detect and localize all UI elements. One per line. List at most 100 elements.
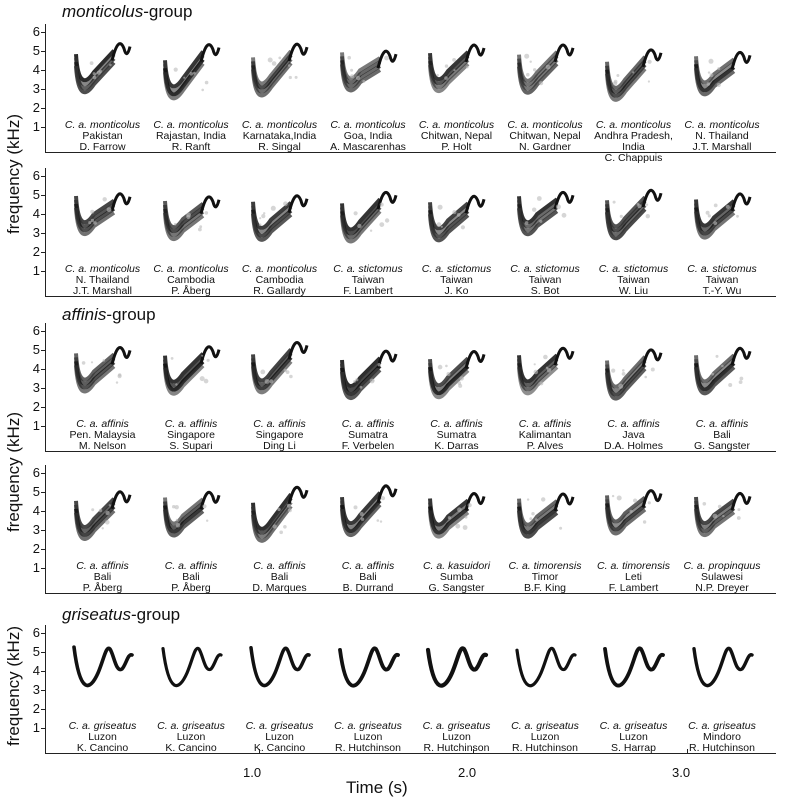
- recordist: G. Sangster: [428, 582, 485, 594]
- sonogram-harmonic: [516, 365, 558, 396]
- sonogram-noise: [647, 501, 651, 505]
- location: Taiwan: [705, 274, 739, 286]
- sonogram-trace: [162, 195, 220, 241]
- recordist: S. Supari: [169, 440, 213, 452]
- sonogram-harmonic: [605, 367, 647, 401]
- sonogram-noise: [105, 520, 110, 525]
- species-name: C. a. monticolus: [507, 119, 583, 131]
- sonogram-trace: [339, 49, 397, 93]
- y-tick-label: 6: [32, 323, 40, 338]
- sonogram-noise: [445, 364, 448, 368]
- recordist: F. Verbelen: [341, 440, 395, 452]
- sonogram-noise: [287, 64, 291, 67]
- sonogram-noise: [528, 517, 532, 521]
- sonogram-noise: [436, 73, 439, 77]
- location: Pakistan: [82, 130, 123, 142]
- species-name: C. a. griseatus: [245, 720, 314, 732]
- y-tick-label: 6: [32, 625, 40, 640]
- species-name: C. a. stictomus: [333, 263, 403, 275]
- sonogram-noise: [706, 82, 710, 86]
- sonogram-noise: [437, 364, 443, 370]
- sonogram-noise: [611, 494, 615, 498]
- species-name: C. a. monticolus: [241, 119, 318, 131]
- recordist: C. Chappuis: [604, 152, 663, 164]
- sonogram-noise: [532, 68, 536, 72]
- y-tick: [41, 549, 45, 550]
- location: Cambodia: [255, 274, 304, 286]
- recordist: F. Lambert: [608, 582, 659, 594]
- sonogram-hook: [553, 346, 574, 366]
- sonogram-hook: [376, 190, 397, 210]
- sonogram-noise: [736, 516, 741, 520]
- sonogram-noise: [170, 357, 173, 360]
- sonogram-caption: C. a. griseatus Luzon R. Hutchinson: [409, 721, 504, 754]
- sonogram-stroke: [691, 646, 754, 688]
- sonogram-noise: [353, 505, 357, 510]
- y-tick: [41, 176, 45, 177]
- sonogram-noise: [106, 207, 112, 212]
- sonogram-noise: [379, 202, 384, 207]
- sonogram-noise: [632, 71, 635, 74]
- recordist: P. Åberg: [171, 582, 211, 594]
- location: Rajastan, India: [155, 130, 227, 142]
- recordist: J.T. Marshall: [692, 141, 752, 153]
- sonogram-harmonic: [605, 67, 647, 102]
- sonogram-noise: [286, 503, 291, 508]
- sonogram-noise: [269, 379, 274, 384]
- group-title-affinis: affinis-group: [62, 305, 156, 324]
- sonogram-band: [74, 346, 132, 394]
- species-name: C. a. griseatus: [688, 720, 756, 732]
- sonogram-noise: [384, 218, 389, 223]
- sonogram-band: [251, 194, 309, 242]
- sonogram-trace: [605, 348, 663, 401]
- sonogram-noise: [736, 508, 740, 512]
- sonogram-caption: C. a. affinis Singapore S. Supari: [144, 419, 239, 452]
- sonogram-trace: [516, 190, 574, 237]
- location: Chitwan, Nepal: [509, 130, 581, 142]
- y-tick: [41, 70, 45, 71]
- sonogram-noise: [446, 372, 451, 376]
- species-name: C. a. affinis: [164, 560, 218, 572]
- sonogram-noise: [452, 58, 456, 62]
- species-name: C. a. monticolus: [153, 119, 229, 131]
- sonogram-noise: [533, 363, 536, 366]
- location: Luzon: [176, 731, 206, 743]
- sonogram-band: [162, 490, 220, 538]
- sonogram-band: [162, 195, 220, 241]
- sonogram-noise: [352, 380, 356, 383]
- sonogram-trace: [162, 490, 220, 538]
- recordist: M. Nelson: [78, 440, 127, 452]
- sonogram-band: [428, 43, 486, 94]
- sonogram-stroke: [603, 646, 665, 688]
- y-tick: [41, 511, 45, 512]
- sonogram-hook: [730, 346, 751, 366]
- sonogram-caption: C. a. griseatus Mindoro R. Hutchinson: [675, 721, 770, 754]
- sonogram-hook: [641, 348, 663, 368]
- sonogram-noise: [376, 363, 381, 367]
- sonogram-hook: [199, 345, 220, 365]
- sonogram-band: [251, 485, 309, 543]
- sonogram-trace: [605, 48, 663, 102]
- sonogram-band: [516, 43, 574, 95]
- sonogram-caption: C. a. monticolus Chitwan, Nepal N. Gardner: [498, 120, 593, 153]
- sonogram-harmonic: [516, 62, 558, 95]
- sonogram-noise: [270, 205, 276, 211]
- location: Timor: [531, 571, 559, 583]
- sonogram-noise: [204, 211, 208, 215]
- recordist: S. Harrap: [611, 742, 656, 754]
- x-tick-label-2: 2.0: [458, 765, 477, 780]
- recordist: D. Marques: [252, 582, 307, 594]
- sonogram-hook: [730, 492, 751, 511]
- sonogram-trace: [249, 646, 311, 688]
- sonogram-harmonic: [693, 508, 735, 538]
- sonogram-trace: [428, 194, 486, 243]
- sonogram-noise: [356, 223, 362, 229]
- sonogram-noise: [525, 72, 530, 77]
- sonogram-noise: [279, 530, 283, 535]
- sonogram-noise: [467, 503, 472, 508]
- sonogram-harmonic: [74, 509, 116, 541]
- sonogram-noise: [721, 514, 725, 518]
- sonogram-noise: [644, 375, 647, 379]
- sonogram-band: [516, 492, 574, 539]
- sonogram-hook: [287, 194, 309, 214]
